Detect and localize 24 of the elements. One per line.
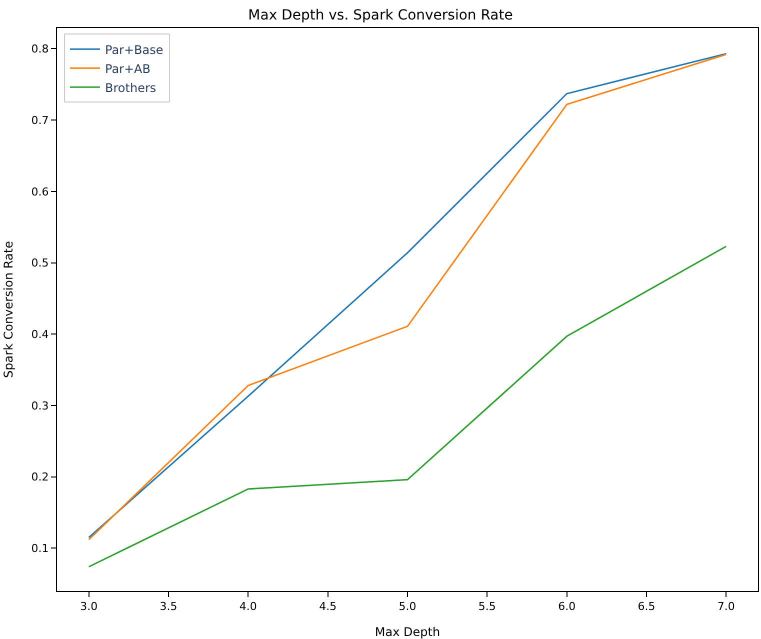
x-tick-label: 4.0	[239, 600, 257, 614]
x-tick-label: 6.5	[638, 600, 656, 614]
y-tick-label: 0.4	[31, 328, 49, 341]
x-tick-label: 5.5	[478, 600, 496, 614]
x-tick-label: 7.0	[717, 600, 735, 614]
x-tick-label: 4.5	[319, 600, 337, 614]
x-tick-label: 3.0	[80, 600, 98, 614]
y-tick-label: 0.1	[31, 542, 49, 556]
x-tick-label: 6.0	[558, 600, 576, 614]
y-tick-label: 0.3	[31, 399, 49, 412]
legend-label: Brothers	[105, 80, 156, 95]
y-tick-label: 0.2	[31, 470, 49, 484]
x-tick-label: 5.0	[398, 600, 416, 614]
y-tick-label: 0.6	[31, 185, 49, 198]
line-series	[88, 246, 727, 568]
x-axis-title: Max Depth	[374, 625, 440, 639]
y-axis-title: Spark Conversion Rate	[2, 241, 16, 378]
legend-label: Par+AB	[105, 62, 150, 76]
y-tick-label: 0.5	[31, 256, 49, 270]
y-tick-label: 0.7	[31, 114, 49, 127]
chart-title: Max Depth vs. Spark Conversion Rate	[248, 7, 513, 24]
x-tick-label: 3.5	[160, 600, 178, 614]
y-tick-label: 0.8	[31, 42, 49, 56]
legend-label: Par+Base	[105, 42, 164, 57]
